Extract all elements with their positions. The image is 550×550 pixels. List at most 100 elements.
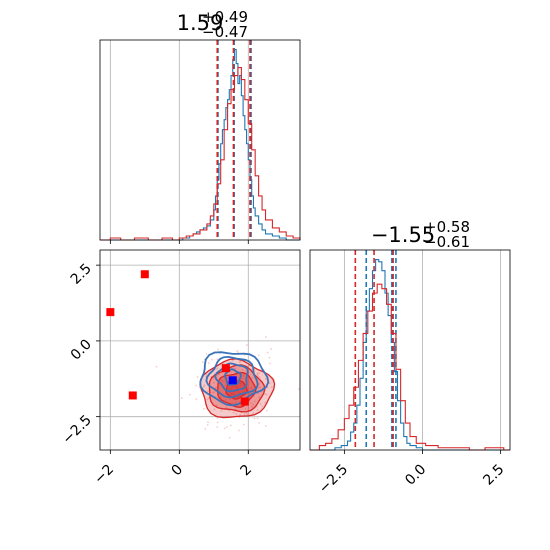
contour-sample-dot xyxy=(231,385,234,388)
contour-sample-dot xyxy=(220,379,223,382)
contour-sample-dot xyxy=(258,376,261,379)
contour-sample-dot xyxy=(215,404,218,407)
contour-sample-dot xyxy=(216,367,218,370)
contour-sample-dot xyxy=(212,381,215,384)
contour-sample-dot xyxy=(237,429,240,432)
hist1-series-1-step xyxy=(100,67,301,241)
panel-contour-frame xyxy=(99,249,301,451)
contour-sample-dot xyxy=(269,362,271,365)
contour-sample-dot xyxy=(251,368,253,371)
contour-red-marker-4 xyxy=(240,397,249,406)
contour-sample-dot xyxy=(232,411,235,414)
panel-hist-2-title-value: −1.55 xyxy=(371,223,435,247)
contour-sample-dot xyxy=(217,348,219,351)
hist2-series-0-step xyxy=(310,258,510,451)
contour-sample-dot xyxy=(237,351,239,354)
hist2-series-1-step xyxy=(310,283,510,451)
contour-sample-dot xyxy=(243,373,246,376)
contour-sample-dot xyxy=(228,436,231,439)
contour-sample-dot xyxy=(241,369,244,371)
contour-tick-label-y-0: 2.5 xyxy=(68,261,95,288)
contour-sample-dot xyxy=(225,426,228,428)
contour-sample-dot xyxy=(201,361,204,363)
contour-sample-dot xyxy=(229,391,232,394)
contour-sample-dot xyxy=(207,390,209,393)
contour-sample-dot xyxy=(218,373,221,376)
contour-sample-dot xyxy=(252,403,255,406)
contour-sample-dot xyxy=(264,424,267,427)
contour-red-marker-2 xyxy=(128,391,137,400)
contour-sample-dot xyxy=(250,402,253,404)
contour-sample-dot xyxy=(235,386,238,389)
panel-contour-bg xyxy=(100,250,300,450)
contour-blue-level-1 xyxy=(205,355,259,399)
contour-sample-dot xyxy=(264,378,267,380)
contour-sample-dot xyxy=(188,393,191,396)
panel-hist-1-bg xyxy=(100,40,300,240)
contour-sample-dot xyxy=(223,427,226,430)
contour-sample-dot xyxy=(250,387,252,390)
contour-sample-dot xyxy=(264,336,267,338)
contour-sample-dot xyxy=(247,413,249,416)
contour-sample-dot xyxy=(204,428,207,430)
panel-hist-2-title-sup: +0.58 xyxy=(424,218,470,236)
hist2-tick-label-x-0: −2.5 xyxy=(316,462,351,497)
contour-sample-dot xyxy=(243,413,246,416)
contour-sample-dot xyxy=(216,421,219,424)
contour-sample-dot xyxy=(205,352,208,355)
contour-sample-dot xyxy=(258,372,260,375)
contour-blue-level-2 xyxy=(214,362,249,393)
panel-hist-2-frame xyxy=(309,249,511,451)
contour-sample-dot xyxy=(235,401,237,404)
contour-red-marker-1 xyxy=(106,308,115,317)
contour-sample-dot xyxy=(251,405,253,408)
panel-contour-series xyxy=(106,270,300,470)
contour-sample-dot xyxy=(231,392,234,395)
contour-sample-dot xyxy=(242,423,245,426)
contour-sample-dot xyxy=(219,396,222,399)
contour-sample-dot xyxy=(265,393,268,396)
contour-sample-dot xyxy=(233,393,235,396)
contour-blue-marker xyxy=(228,376,237,385)
contour-sample-dot xyxy=(246,386,249,389)
panel-hist-2-grid xyxy=(343,250,502,450)
contour-sample-dot xyxy=(245,344,248,346)
contour-sample-dot xyxy=(252,412,255,414)
contour-sample-dot xyxy=(155,365,158,368)
contour-sample-dot xyxy=(232,402,235,405)
contour-sample-dot xyxy=(223,384,226,387)
contour-sample-dot xyxy=(258,421,261,424)
panel-hist-2-title-sub: −0.61 xyxy=(424,233,470,251)
contour-sample-dot xyxy=(256,372,259,375)
panel-hist-1-ticks xyxy=(109,240,249,244)
contour-sample-dot xyxy=(213,408,216,411)
contour-sample-dot xyxy=(235,412,238,415)
contour-sample-dot xyxy=(229,388,232,391)
contour-sample-dot xyxy=(298,388,300,391)
panel-hist-1-title-sub: −0.47 xyxy=(202,23,248,41)
contour-sample-dot xyxy=(259,403,262,405)
contour-sample-dot xyxy=(195,398,198,400)
contour-sample-dot xyxy=(225,383,228,386)
contour-sample-dot xyxy=(258,396,261,399)
contour-sample-dot xyxy=(202,385,205,388)
contour-sample-dot xyxy=(245,370,247,373)
panel-hist-1-title-value: 1.59 xyxy=(177,11,224,35)
contour-sample-dot xyxy=(230,468,232,470)
contour-tick-label-x-1: 0 xyxy=(169,462,187,480)
contour-sample-dot xyxy=(235,384,238,387)
contour-sample-dot xyxy=(270,385,273,388)
panel-contour: −2 0 2 2.5 0.0 −2.5 xyxy=(59,249,301,487)
contour-sample-dot xyxy=(264,401,267,404)
contour-sample-dot xyxy=(211,358,213,361)
contour-sample-dot xyxy=(206,398,209,401)
contour-sample-dot xyxy=(207,362,210,365)
contour-sample-dot xyxy=(203,384,206,387)
contour-sample-dot xyxy=(253,417,256,420)
panel-hist-1-title-sup: +0.49 xyxy=(202,8,248,26)
contour-sample-dot xyxy=(211,391,214,394)
contour-sample-dot xyxy=(270,348,272,350)
panel-contour-grid xyxy=(100,250,300,450)
contour-red-marker-0 xyxy=(140,270,149,279)
contour-tick-label-x-2: 2 xyxy=(237,462,255,480)
